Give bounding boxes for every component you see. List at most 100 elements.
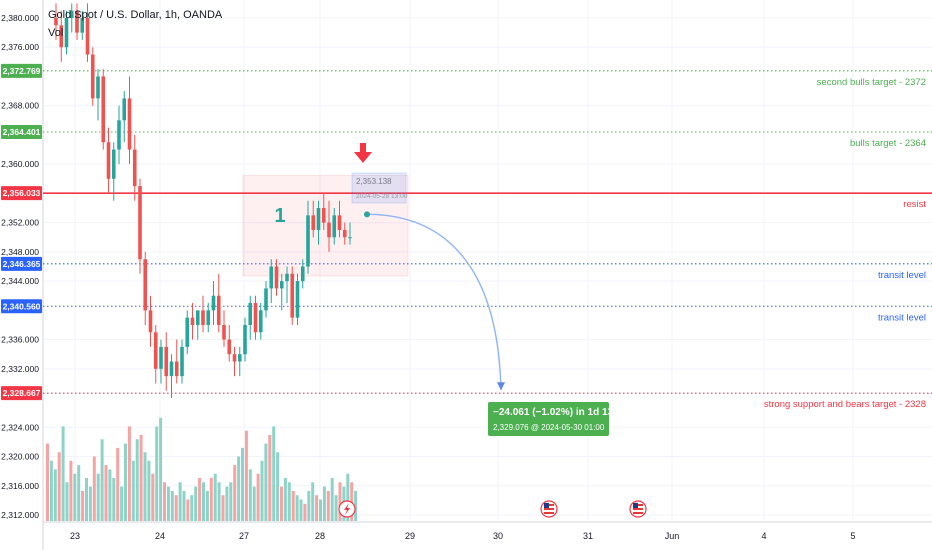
x-tick-label: 23: [70, 531, 80, 541]
price-tag-label: 2,346.365: [3, 259, 41, 269]
volume-bar: [237, 456, 241, 521]
volume-bar: [194, 486, 198, 521]
volume-bar: [202, 482, 205, 521]
flag-stripe: [544, 512, 554, 514]
volume-bar: [166, 486, 170, 521]
candle-body: [311, 215, 316, 230]
candle-body: [169, 361, 174, 377]
volume-bar: [127, 426, 131, 521]
down-arrow-head: [354, 152, 372, 163]
price-tag-label: 2,364.401: [3, 127, 41, 137]
candle-body: [127, 98, 132, 150]
price-tag: [1, 386, 42, 401]
candle-body: [327, 222, 331, 238]
candle-body: [153, 332, 158, 369]
price-tag: [1, 186, 42, 201]
volume-bar: [163, 482, 166, 521]
volume-bar: [307, 490, 311, 521]
volume-bar: [182, 490, 186, 521]
candle-body: [101, 76, 106, 143]
projection-change: −24.061 (−1.02%) in 1d 13h: [493, 407, 619, 418]
flag-canton: [633, 503, 638, 508]
candle-body: [248, 303, 253, 325]
volume-bars: [46, 417, 358, 521]
level-label: transit level: [878, 312, 926, 323]
candle-body: [54, 18, 58, 26]
candle-body: [69, 10, 74, 18]
candle-body: [132, 149, 137, 187]
volume-bar: [112, 478, 116, 521]
volume-bar: [252, 486, 256, 521]
candle-body: [274, 266, 279, 289]
volume-bar: [159, 417, 163, 521]
candle-body: [164, 346, 169, 377]
y-tick-label: 2,344.000: [1, 276, 39, 286]
volume-bar: [186, 499, 190, 521]
candle-body: [332, 215, 337, 238]
volume-bar: [217, 482, 221, 521]
y-tick-label: 2,376.000: [1, 42, 39, 52]
candle-body: [96, 76, 100, 99]
price-tag-label: 2,356.033: [3, 188, 41, 198]
candle-body: [243, 324, 247, 355]
volume-bar: [205, 490, 209, 521]
x-tick-label: 5: [850, 531, 855, 541]
volume-bar: [280, 486, 283, 521]
lightning-bolt: [344, 503, 350, 515]
x-axis-ticks: 23 24 27 28 29 30 31 Jun 4 5: [70, 531, 856, 541]
candle-body: [227, 339, 232, 355]
volume-label: Vol: [48, 27, 64, 39]
volume-bar: [96, 473, 100, 521]
down-arrow-icon: [360, 143, 366, 153]
volume-bar: [291, 490, 295, 521]
candle-body: [117, 120, 121, 150]
volume-bar: [209, 478, 213, 521]
volume-bar: [272, 426, 276, 521]
volume-bar: [81, 490, 85, 521]
volume-bar: [190, 495, 194, 521]
candle-body: [237, 354, 242, 362]
price-tag-label: 2,372.769: [3, 66, 41, 76]
candle-body: [321, 208, 326, 223]
y-tick-label: 2,368.000: [1, 101, 39, 111]
price-tag: [1, 63, 42, 78]
volume-bar: [155, 426, 159, 521]
price-tag-label: 2,340.560: [3, 301, 41, 311]
y-tick-label: 2,312.000: [1, 510, 39, 520]
volume-bar: [104, 465, 108, 521]
volume-bar: [295, 495, 299, 521]
candle-body: [306, 215, 310, 267]
candle-body: [106, 142, 111, 179]
grid: [43, 0, 932, 522]
zone-label: 1: [274, 205, 285, 227]
volume-bar: [248, 469, 252, 521]
volume-bar: [256, 473, 260, 521]
candle-body: [143, 259, 148, 311]
level-label: bulls target - 2364: [850, 138, 926, 149]
candle-body: [180, 346, 184, 377]
candle-body: [222, 324, 226, 340]
x-tick-label: Jun: [665, 531, 680, 541]
volume-bar: [346, 473, 350, 521]
horizontal-levels: 2,372.769 second bulls target - 2372 2,364…: [1, 63, 932, 410]
volume-bar: [143, 452, 147, 521]
volume-bar: [88, 486, 92, 521]
current-price-date: 2024-05-28 13:00: [356, 193, 408, 200]
volume-bar: [198, 478, 202, 521]
volume-bar: [260, 460, 264, 521]
volume-bar: [233, 465, 237, 521]
volume-bar: [303, 503, 307, 521]
highlight-zone: 1: [242, 174, 409, 277]
volume-bar: [69, 460, 73, 521]
candle-body: [174, 361, 179, 377]
candle-body: [185, 317, 190, 347]
volume-bar: [322, 486, 326, 521]
candle-body: [337, 215, 342, 230]
y-tick-label: 2,336.000: [1, 335, 39, 345]
volume-bar: [174, 495, 178, 521]
candle-body: [290, 273, 295, 318]
volume-bar: [53, 469, 57, 521]
volume-bar: [268, 435, 272, 521]
level-label: transit level: [878, 270, 926, 281]
